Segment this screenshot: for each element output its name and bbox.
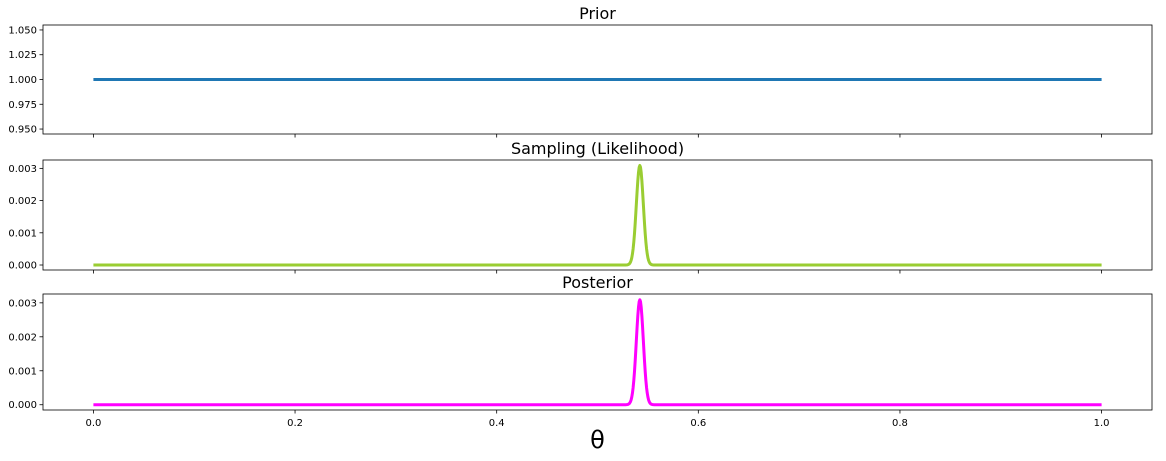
x-tick-label-1: 0.0 — [85, 418, 101, 429]
y-tick-label-1-4: 1.025 — [8, 50, 37, 61]
series-line-2-1 — [92, 163, 1103, 267]
y-tick-label-1-5: 1.050 — [8, 25, 37, 36]
x-tick-label-3: 0.4 — [489, 418, 505, 429]
series-line-3-1 — [92, 298, 1103, 407]
x-tick-label-6: 1.0 — [1094, 418, 1110, 429]
chart-title-2: Sampling (Likelihood) — [511, 139, 684, 158]
y-tick-label-3-3: 0.002 — [8, 332, 37, 343]
y-tick-label-3-2: 0.001 — [8, 366, 37, 377]
x-tick-label-5: 0.8 — [892, 418, 908, 429]
axes-frame-2 — [42, 159, 1153, 271]
x-tick-label-4: 0.6 — [690, 418, 706, 429]
y-tick-label-1-1: 0.950 — [8, 125, 37, 136]
y-tick-label-3-1: 0.000 — [8, 400, 37, 411]
chart-title-3: Posterior — [562, 273, 633, 292]
y-tick-label-1-3: 1.000 — [8, 75, 37, 86]
y-tick-label-1-2: 0.975 — [8, 100, 37, 111]
axes-frame-3 — [42, 293, 1153, 411]
y-tick-label-3-4: 0.003 — [8, 298, 37, 309]
x-axis-label: θ — [590, 426, 605, 454]
chart-title-1: Prior — [579, 4, 616, 23]
y-tick-label-2-4: 0.003 — [8, 164, 37, 175]
y-tick-label-2-2: 0.001 — [8, 228, 37, 239]
y-tick-label-2-1: 0.000 — [8, 261, 37, 272]
x-tick-label-2: 0.2 — [287, 418, 303, 429]
y-tick-label-2-3: 0.002 — [8, 196, 37, 207]
